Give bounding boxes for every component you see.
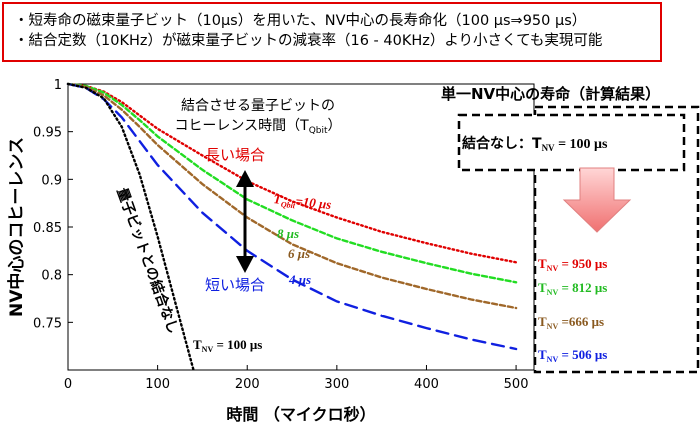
y-tick-label: 0.85 — [33, 221, 62, 236]
no-coupling-result: 結合なし：TNV = 100 μs — [462, 135, 608, 153]
x-tick-label: 0 — [64, 377, 72, 392]
result-item: TNV = 950 μs — [538, 256, 607, 273]
x-tick-label: 500 — [504, 377, 529, 392]
tq8-label: 8 μs — [277, 226, 299, 241]
no-coupling-label: 量子ビットとの結合なし — [113, 186, 182, 336]
series-line-tq8 — [66, 82, 518, 284]
result-list: TNV = 950 μs TNV = 812 μs TNV =666 μs TNV =… — [538, 256, 607, 364]
result-item: TNV = 812 μs — [538, 280, 607, 297]
tq4-label: 4 μs — [288, 272, 311, 287]
results-title: 単一NV中心の寿命（計算結果） — [441, 85, 660, 103]
y-tick-label: 0.9 — [41, 173, 62, 188]
results-box — [533, 105, 700, 374]
series-group — [66, 82, 518, 372]
x-axis-label: 時間 （マイクロ秒） — [226, 405, 375, 424]
summary-banner: ・短寿命の磁束量子ビット（10μs）を用いた、NV中心の長寿命化（100 μs⇒… — [2, 2, 662, 62]
double-arrow-icon — [236, 170, 254, 273]
short-label: 短い場合 — [205, 276, 265, 294]
annotation-header-line-2: コヒーレンス時間（TQbit） — [174, 118, 341, 136]
series-line-tq6 — [66, 82, 518, 310]
y-tick-label: 0.95 — [33, 126, 62, 141]
result-item: TNV =666 μs — [538, 314, 604, 331]
down-arrow-icon — [562, 167, 632, 233]
result-item: TNV = 506 μs — [538, 347, 607, 364]
summary-line-1: ・短寿命の磁束量子ビット（10μs）を用いた、NV中心の長寿命化（100 μs⇒… — [14, 13, 587, 29]
long-label: 長い場合 — [205, 146, 265, 164]
tq6-label: 6 μs — [288, 246, 310, 261]
y-tick-label: 0.8 — [41, 269, 62, 284]
axis-ticks: 0 100 200 300 400 500 0.75 0.8 0.85 0.9 0.95 1 — [33, 78, 528, 392]
x-tick-label: 200 — [235, 377, 260, 392]
x-tick-label: 400 — [414, 377, 439, 392]
y-tick-label: 1 — [54, 78, 62, 93]
no-coupling-box — [457, 113, 686, 172]
summary-line-2: ・結合定数（10KHz）が磁束量子ビットの減衰率（16 - 40KHz）より小さ… — [14, 33, 603, 49]
x-tick-label: 300 — [324, 377, 349, 392]
annotation-header-line-1: 結合させる量子ビットの — [181, 98, 335, 114]
y-axis-label: NV中心のコヒーレンス — [6, 137, 27, 317]
tnv100-label: TNV = 100 μs — [193, 337, 262, 354]
tq10-label: TQbit=10 μs — [272, 191, 332, 214]
y-tick-label: 0.75 — [33, 316, 62, 331]
x-tick-label: 100 — [145, 377, 170, 392]
series-line-none — [66, 82, 195, 372]
